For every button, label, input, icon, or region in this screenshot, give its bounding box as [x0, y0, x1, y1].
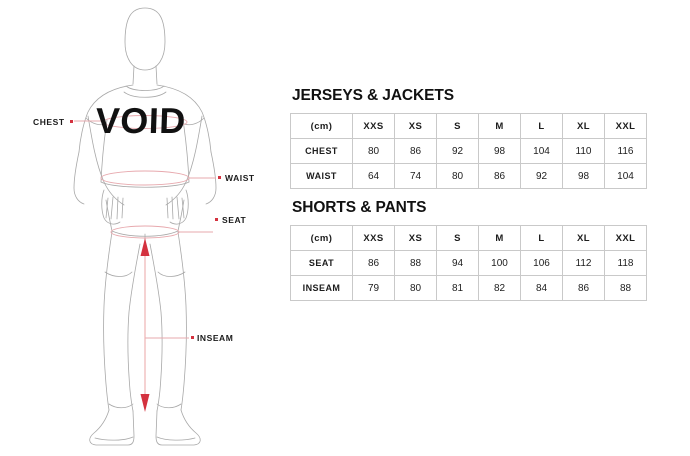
table-row: WAIST 64 74 80 86 92 98 104 [290, 163, 647, 190]
chest-bullet-icon [70, 120, 73, 123]
table-header-row: (cm) XXS XS S M L XL XXL [290, 113, 647, 140]
table-row: INSEAM 79 80 81 82 84 86 88 [290, 275, 647, 302]
cell-inseam-l: 84 [520, 275, 563, 302]
shorts-size-table: (cm) XXS XS S M L XL XXL SEAT 86 88 94 1… [290, 225, 647, 302]
waist-guide-ellipse [100, 170, 190, 186]
cell-chest-s: 92 [436, 138, 479, 165]
cell-seat-xxs: 86 [352, 250, 395, 277]
size-header-xxs: XXS [352, 113, 395, 140]
size-header-xl: XL [562, 225, 605, 252]
cell-chest-xl: 110 [562, 138, 605, 165]
cell-waist-s: 80 [436, 163, 479, 190]
section-jerseys-jackets: JERSEYS & JACKETS (cm) XXS XS S M L XL X… [290, 87, 647, 190]
size-header-l: L [520, 225, 563, 252]
table-header-row: (cm) XXS XS S M L XL XXL [290, 225, 647, 252]
cell-waist-xxl: 104 [604, 163, 647, 190]
table-row: CHEST 80 86 92 98 104 110 116 [290, 138, 647, 165]
waist-label: WAIST [225, 173, 255, 183]
cell-chest-xxs: 80 [352, 138, 395, 165]
mannequin-illustration: VOID [73, 7, 217, 446]
size-header-xs: XS [394, 113, 437, 140]
cell-waist-xxs: 64 [352, 163, 395, 190]
inseam-label: INSEAM [197, 333, 234, 343]
cell-seat-l: 106 [520, 250, 563, 277]
cell-inseam-m: 82 [478, 275, 521, 302]
cell-chest-l: 104 [520, 138, 563, 165]
size-header-xxs: XXS [352, 225, 395, 252]
jerseys-size-table: (cm) XXS XS S M L XL XXL CHEST 80 86 92 … [290, 113, 647, 190]
row-label-seat: SEAT [290, 250, 353, 277]
inseam-bullet-icon [191, 336, 194, 339]
cell-waist-xs: 74 [394, 163, 437, 190]
size-tables-panel: JERSEYS & JACKETS (cm) XXS XS S M L XL X… [290, 0, 690, 456]
cell-chest-xxl: 116 [604, 138, 647, 165]
size-header-s: S [436, 225, 479, 252]
cell-waist-l: 92 [520, 163, 563, 190]
cell-waist-m: 86 [478, 163, 521, 190]
void-logo: VOID [95, 100, 186, 141]
cell-inseam-xs: 80 [394, 275, 437, 302]
body-outline [73, 7, 217, 446]
chest-guide-ellipse [102, 115, 188, 129]
measurement-guides [74, 115, 216, 339]
unit-header: (cm) [290, 225, 353, 252]
size-header-xxl: XXL [604, 225, 647, 252]
cell-seat-xl: 112 [562, 250, 605, 277]
chest-label: CHEST [33, 117, 65, 127]
cell-inseam-xxs: 79 [352, 275, 395, 302]
seat-label: SEAT [222, 215, 247, 225]
cell-seat-s: 94 [436, 250, 479, 277]
size-header-s: S [436, 113, 479, 140]
cell-seat-xs: 88 [394, 250, 437, 277]
cell-seat-xxl: 118 [604, 250, 647, 277]
size-header-xxl: XXL [604, 113, 647, 140]
size-header-xs: XS [394, 225, 437, 252]
size-header-m: M [478, 113, 521, 140]
row-label-waist: WAIST [290, 163, 353, 190]
section-title-jerseys: JERSEYS & JACKETS [292, 87, 454, 104]
size-header-l: L [520, 113, 563, 140]
section-title-shorts: SHORTS & PANTS [292, 199, 427, 216]
cell-seat-m: 100 [478, 250, 521, 277]
row-label-chest: CHEST [290, 138, 353, 165]
row-label-inseam: INSEAM [290, 275, 353, 302]
cell-inseam-xxl: 88 [604, 275, 647, 302]
unit-header: (cm) [290, 113, 353, 140]
table-row: SEAT 86 88 94 100 106 112 118 [290, 250, 647, 277]
size-header-m: M [478, 225, 521, 252]
cell-inseam-xl: 86 [562, 275, 605, 302]
cell-chest-xs: 86 [394, 138, 437, 165]
size-header-xl: XL [562, 113, 605, 140]
svg-text:VOID: VOID [95, 100, 186, 141]
waist-bullet-icon [218, 176, 221, 179]
section-shorts-pants: SHORTS & PANTS (cm) XXS XS S M L XL XXL [290, 199, 647, 302]
figure-panel: VOID CHEST WAIST SEAT INSEAM [0, 0, 280, 456]
cell-chest-m: 98 [478, 138, 521, 165]
inseam-arrow [140, 238, 150, 412]
seat-bullet-icon [215, 218, 218, 221]
cell-waist-xl: 98 [562, 163, 605, 190]
cell-inseam-s: 81 [436, 275, 479, 302]
